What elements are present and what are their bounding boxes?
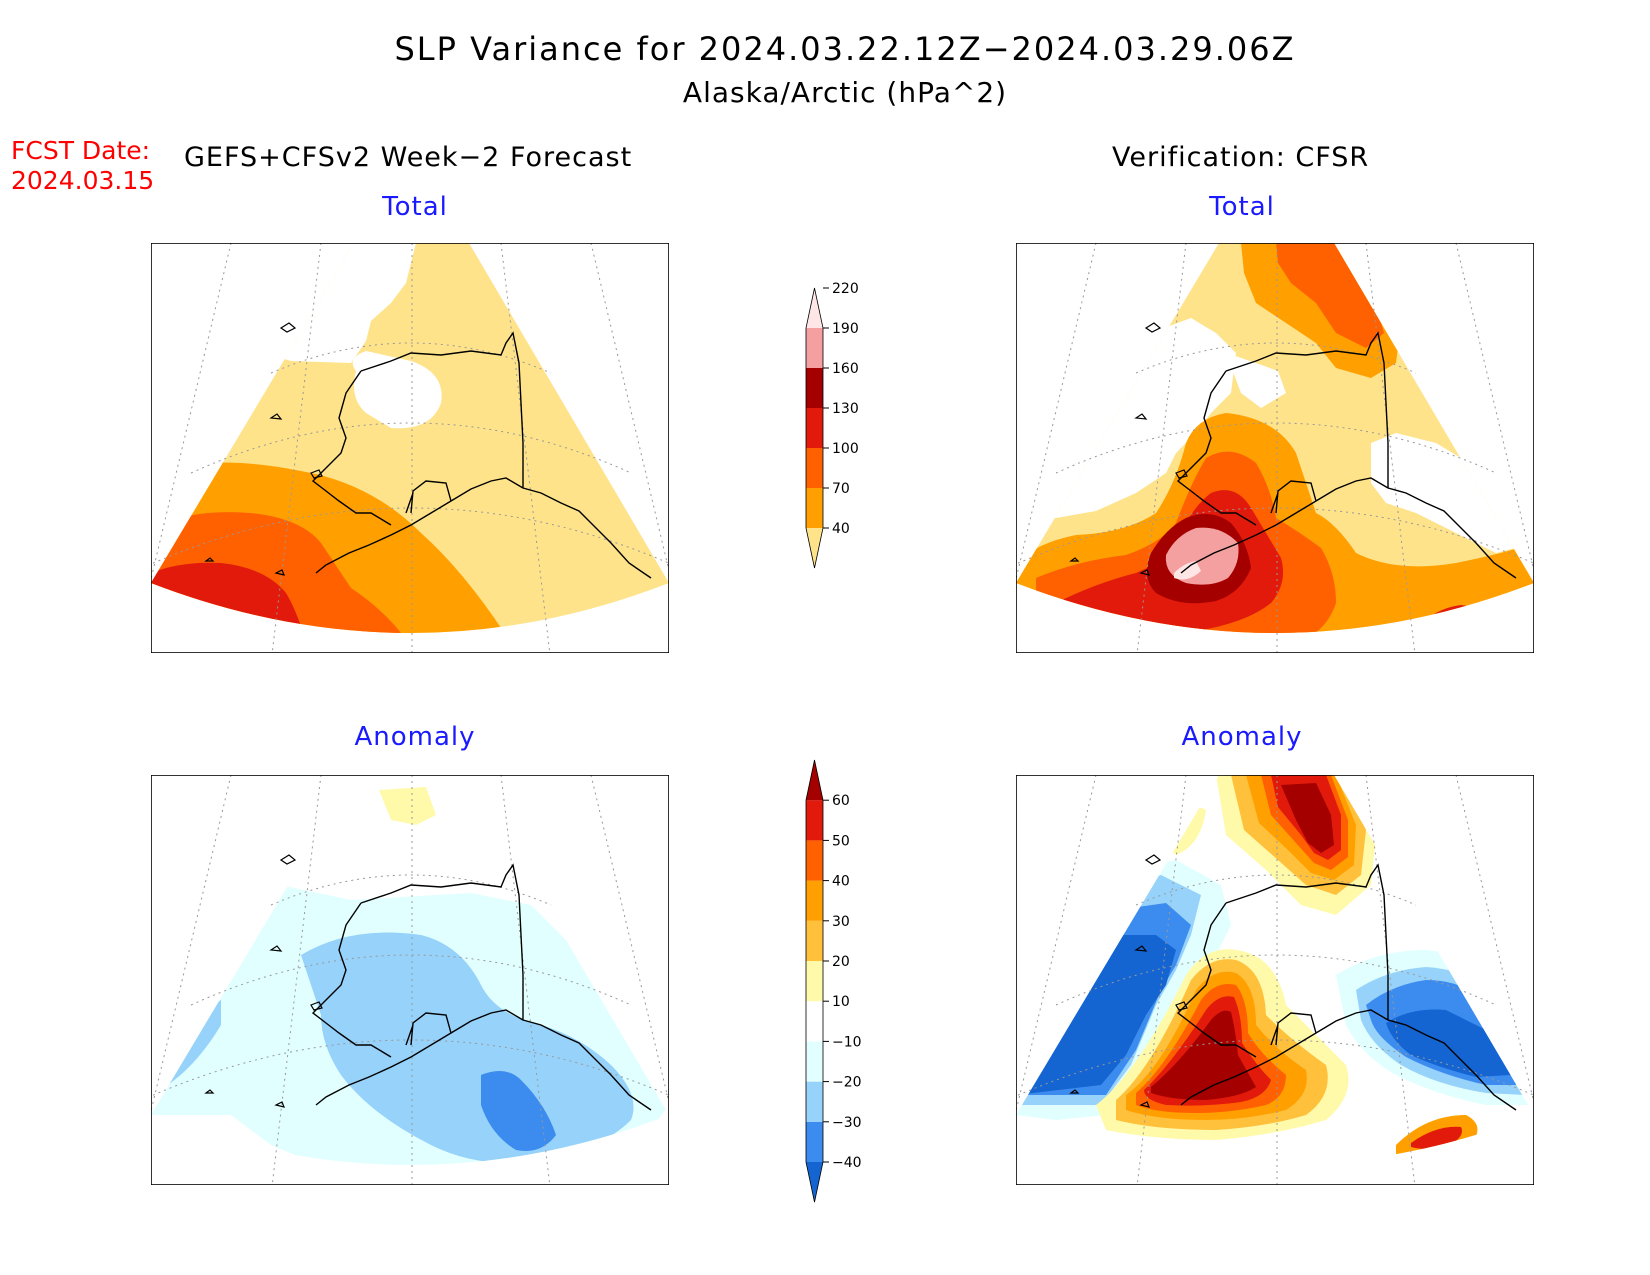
right-column-header: Verification: CFSR bbox=[1112, 142, 1370, 173]
total-colorbar-tick-label: 100 bbox=[832, 441, 859, 457]
anomaly-colorbar-segment bbox=[806, 1081, 823, 1122]
anomaly-colorbar-segment bbox=[806, 760, 823, 801]
total-colorbar-segment bbox=[806, 528, 823, 568]
total-colorbar-tick-label: 130 bbox=[832, 401, 859, 417]
forecast-total-title: Total bbox=[382, 192, 448, 222]
forecast-total-map bbox=[151, 243, 669, 653]
anomaly-colorbar-segment bbox=[806, 800, 823, 841]
forecast-date-label: FCST Date: bbox=[11, 136, 151, 165]
forecast-date-value: 2024.03.15 bbox=[11, 166, 155, 195]
anomaly-colorbar-tick-label: 40 bbox=[832, 874, 850, 890]
total-colorbar-segment bbox=[806, 288, 823, 328]
total-colorbar-tick-label: 160 bbox=[832, 361, 859, 377]
fc-total-hole bbox=[352, 351, 442, 429]
ver-total-220 bbox=[1174, 561, 1201, 580]
total-colorbar-segment bbox=[806, 448, 823, 488]
ver-anom-m40-east bbox=[1386, 1009, 1511, 1077]
anomaly-colorbar-segment bbox=[806, 961, 823, 1002]
anomaly-colorbar: −40 −30 −20 −10 10 20 30 40 50 60 bbox=[805, 759, 862, 1203]
total-colorbar-tick-label: 190 bbox=[832, 321, 859, 337]
anomaly-colorbar-tick-label: 60 bbox=[832, 793, 850, 809]
anomaly-colorbar-tick-label: −40 bbox=[832, 1155, 862, 1171]
total-colorbar-tick-label: 40 bbox=[832, 521, 850, 537]
verification-total-title: Total bbox=[1209, 192, 1275, 222]
verification-anomaly-title: Anomaly bbox=[1181, 722, 1303, 752]
anomaly-colorbar-tick-label: −10 bbox=[832, 1034, 862, 1050]
anomaly-colorbar-tick-label: 50 bbox=[832, 833, 850, 849]
anomaly-colorbar-tick-label: −20 bbox=[832, 1075, 862, 1091]
left-column-header: GEFS+CFSv2 Week−2 Forecast bbox=[184, 142, 633, 173]
verification-anomaly-map bbox=[1016, 775, 1534, 1185]
total-colorbar-tick-label: 70 bbox=[832, 481, 850, 497]
anomaly-colorbar-tick-label: 10 bbox=[832, 994, 850, 1010]
forecast-anomaly-map bbox=[151, 775, 669, 1185]
ver-total-hole-mid bbox=[1226, 353, 1286, 408]
anomaly-colorbar-segment bbox=[806, 920, 823, 961]
fc-anom-m20 bbox=[301, 932, 634, 1163]
main-subtitle: Alaska/Arctic (hPa^2) bbox=[682, 76, 1008, 109]
anomaly-colorbar-segment bbox=[806, 1121, 823, 1162]
forecast-anomaly-title: Anomaly bbox=[354, 722, 476, 752]
anomaly-colorbar-tick-label: 30 bbox=[832, 914, 850, 930]
verification-total-map bbox=[1016, 243, 1534, 653]
fc-anom-p10 bbox=[379, 787, 436, 825]
total-colorbar: 40 70 100 130 160 190 220 bbox=[805, 281, 859, 569]
anomaly-colorbar-segment bbox=[806, 1001, 823, 1042]
ver-total-hole-east bbox=[1371, 433, 1534, 553]
anomaly-colorbar-segment bbox=[806, 1041, 823, 1082]
total-colorbar-segment bbox=[806, 328, 823, 368]
anomaly-colorbar-segment bbox=[806, 880, 823, 921]
total-colorbar-tick-label: 220 bbox=[832, 281, 859, 297]
total-colorbar-segment bbox=[806, 408, 823, 448]
fc-anom-m30 bbox=[481, 1071, 556, 1151]
total-colorbar-segment bbox=[806, 368, 823, 408]
ver-anom-p60 bbox=[1151, 1010, 1256, 1100]
total-colorbar-segment bbox=[806, 488, 823, 528]
main-title: SLP Variance for 2024.03.22.12Z−2024.03.… bbox=[394, 30, 1296, 68]
anomaly-colorbar-segment bbox=[806, 1162, 823, 1203]
anomaly-colorbar-segment bbox=[806, 840, 823, 881]
ver-anom-p60-north bbox=[1281, 783, 1334, 853]
anomaly-colorbar-tick-label: −30 bbox=[832, 1115, 862, 1131]
anomaly-colorbar-tick-label: 20 bbox=[832, 954, 850, 970]
